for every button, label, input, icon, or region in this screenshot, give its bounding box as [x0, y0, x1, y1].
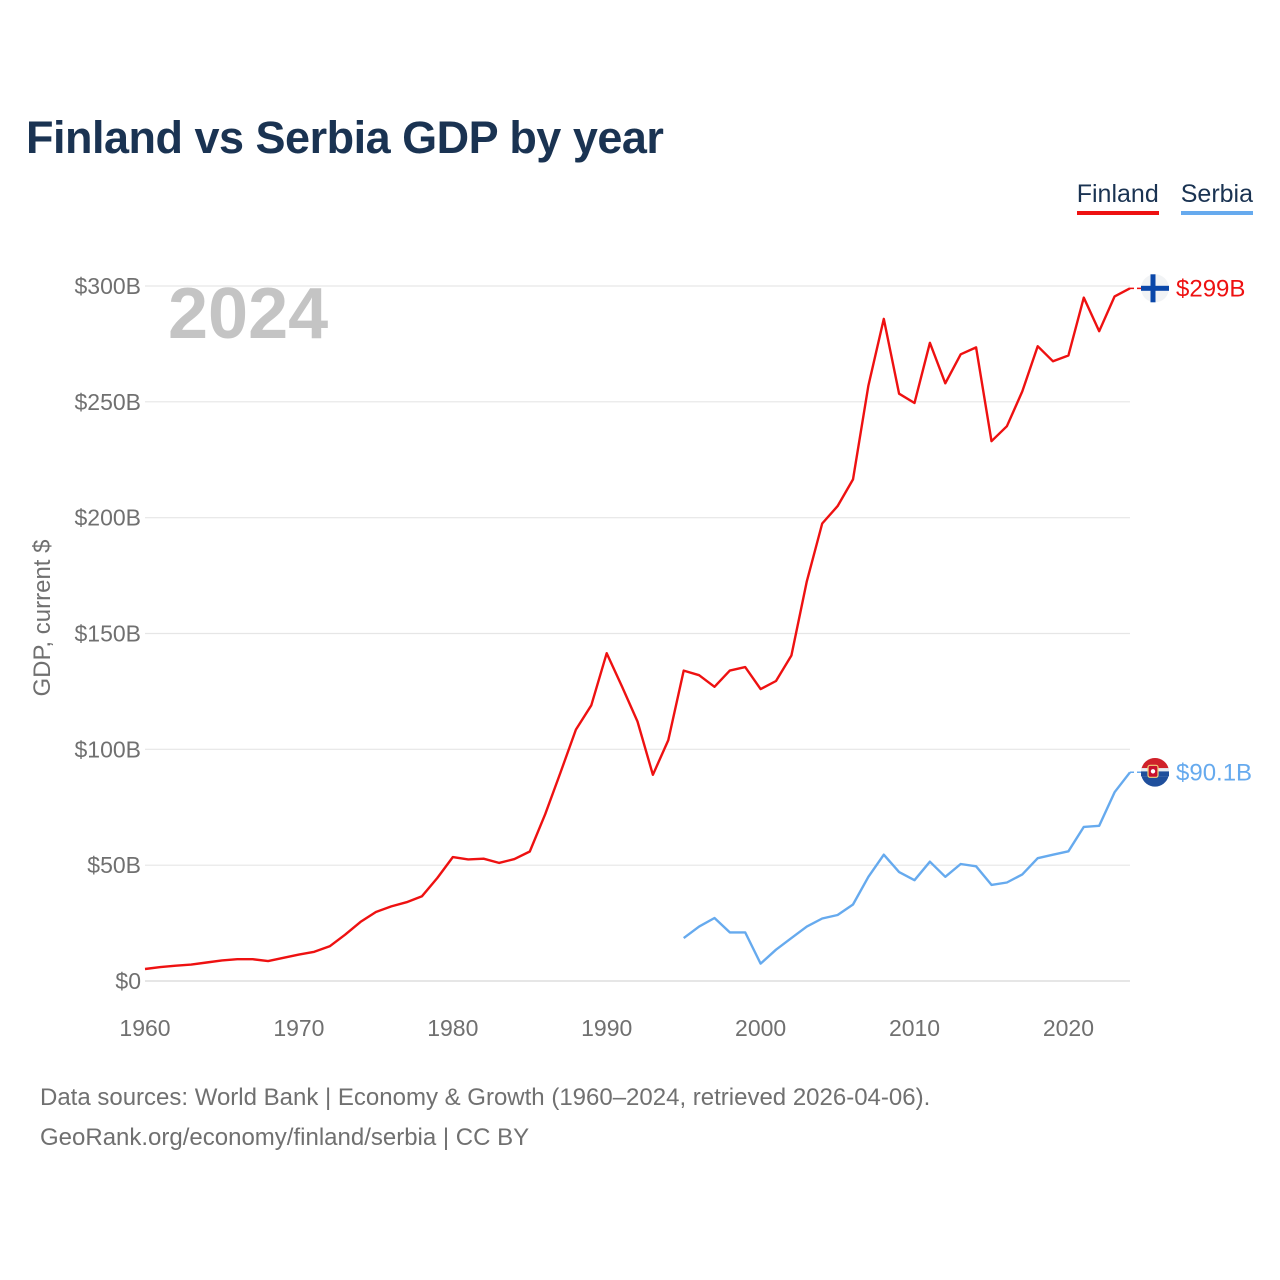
axes: $0 $50B $100B $150B $200B $250B $300B 1960 1970 1…: [74, 273, 1094, 1041]
end-value-label-serbia: $90.1B: [1176, 759, 1252, 786]
series-line-finland[interactable]: [144, 287, 1131, 971]
x-tick-label: 2010: [889, 1015, 940, 1041]
x-tick-label: 1970: [273, 1015, 324, 1041]
x-tick-label: 2000: [735, 1015, 786, 1041]
series: [144, 287, 1131, 971]
finland-flag-icon: [1141, 274, 1169, 303]
legend-item-finland[interactable]: Finland: [1076, 180, 1159, 215]
y-tick-label: $150B: [74, 621, 141, 647]
credit-note[interactable]: GeoRank.org/economy/finland/serbia | CC …: [40, 1124, 530, 1151]
end-value-label-finland: $299B: [1176, 275, 1245, 302]
series-line-serbia[interactable]: [682, 771, 1131, 965]
x-tick-label: 2020: [1043, 1015, 1094, 1041]
legend: Finland Serbia: [1076, 180, 1253, 215]
serbia-flag-icon: [1141, 758, 1169, 787]
y-axis-title: GDP, current $: [29, 540, 56, 697]
year-watermark: 2024: [168, 274, 328, 354]
x-tick-label: 1960: [119, 1015, 170, 1041]
x-tick-label: 1980: [427, 1015, 478, 1041]
grid: [145, 285, 1130, 982]
chart-title: Finland vs Serbia GDP by year: [26, 112, 664, 163]
y-tick-label: $250B: [74, 389, 141, 415]
source-note: Data sources: World Bank | Economy & Gro…: [40, 1084, 931, 1111]
y-tick-label: $300B: [74, 273, 141, 299]
y-tick-label: $50B: [87, 852, 141, 878]
line-chart: $0 $50B $100B $150B $200B $250B $300B 1960 1970 1…: [29, 273, 1252, 1041]
y-tick-label: $0: [115, 968, 141, 994]
legend-item-serbia[interactable]: Serbia: [1180, 180, 1253, 215]
x-tick-label: 1990: [581, 1015, 632, 1041]
y-tick-label: $200B: [74, 505, 141, 531]
end-markers: $299B $90.1B: [1130, 274, 1252, 787]
y-tick-label: $100B: [74, 736, 141, 762]
